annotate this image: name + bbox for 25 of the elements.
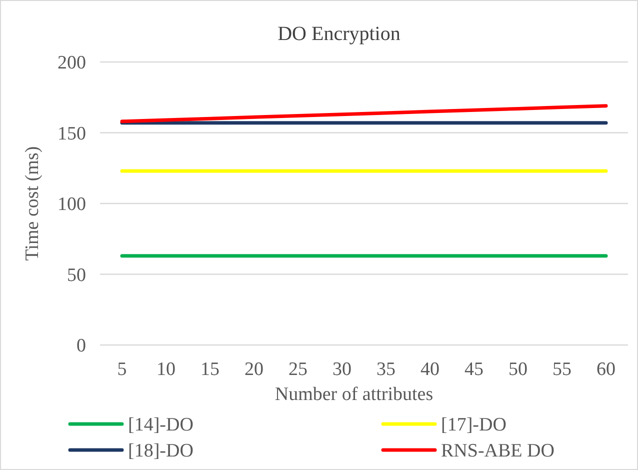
y-tick-label: 50 [67,264,86,286]
y-tick-label: 150 [58,123,86,144]
legend-label: RNS-ABE DO [441,440,554,462]
y-tick-label: 200 [58,52,86,74]
x-tick-label: 45 [464,359,484,380]
x-tick-label: 55 [552,359,572,380]
x-tick-label: 40 [420,359,440,380]
legend-label: [17]-DO [441,414,506,436]
x-tick-label: 10 [156,359,176,380]
x-tick-label: 25 [288,359,308,380]
y-axis-title: Time cost (ms) [22,146,43,261]
x-tick-label: 20 [244,359,264,380]
chart-title: DO Encryption [278,23,400,45]
x-tick-label: 50 [508,359,528,380]
x-tick-label: 15 [200,359,220,380]
x-tick-label: 60 [596,359,616,380]
y-tick-label: 100 [58,194,86,216]
line-series [120,104,608,124]
x-tick-label: 5 [117,359,127,380]
y-tick-label: 0 [76,336,86,357]
x-tick-label: 35 [376,359,396,380]
legend-label: [18]-DO [128,440,194,462]
x-axis-title: Number of attributes [274,384,434,405]
x-tick-label: 30 [332,359,352,380]
legend-label: [14]-DO [128,414,194,436]
